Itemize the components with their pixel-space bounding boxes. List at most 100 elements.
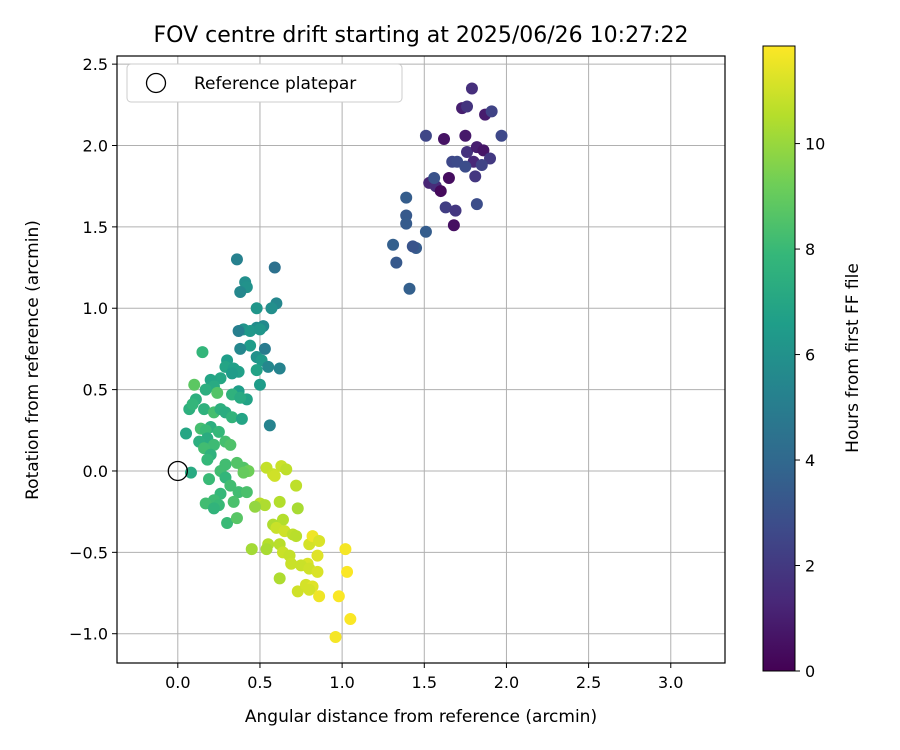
colorbar-tick-label: 2 <box>805 557 815 576</box>
data-point <box>203 473 216 486</box>
y-tick-label: 2.0 <box>83 137 108 156</box>
data-point <box>387 238 400 251</box>
data-point <box>273 362 286 375</box>
x-tick-label: 3.0 <box>658 673 683 692</box>
data-point <box>339 543 352 556</box>
colorbar-tick-label: 4 <box>805 451 815 470</box>
data-point <box>224 438 237 451</box>
data-point <box>344 613 357 626</box>
legend-box <box>126 63 403 103</box>
data-point <box>461 146 474 159</box>
data-point <box>268 261 281 274</box>
data-point <box>459 160 472 173</box>
colorbar-tick-label: 6 <box>805 346 815 365</box>
data-points <box>180 82 508 643</box>
data-point <box>232 486 245 499</box>
data-point <box>180 427 193 440</box>
data-point <box>234 391 247 404</box>
data-point <box>438 132 451 145</box>
data-point <box>186 398 199 411</box>
data-point <box>198 403 211 416</box>
data-point <box>230 512 243 525</box>
data-point <box>447 219 460 232</box>
data-point <box>221 517 234 530</box>
data-point <box>240 486 253 499</box>
data-point <box>273 572 286 585</box>
data-point <box>400 217 413 230</box>
data-point <box>406 240 419 253</box>
y-tick-label: 1.5 <box>83 218 108 237</box>
colorbar-ticks: 0 2 4 6 8 10 <box>795 135 825 681</box>
data-point <box>253 378 266 391</box>
data-point <box>232 325 245 338</box>
data-point <box>234 342 247 355</box>
data-point <box>230 253 243 266</box>
reference-marker-layer <box>167 460 188 482</box>
data-point <box>290 530 303 543</box>
legend: Reference platepar <box>126 63 403 103</box>
data-point <box>285 557 298 570</box>
data-point <box>258 499 271 512</box>
x-tick-label: 2.0 <box>494 673 519 692</box>
y-tick-label: −1.0 <box>69 625 108 644</box>
data-point <box>419 129 432 142</box>
data-point <box>485 105 498 118</box>
data-point <box>400 191 413 204</box>
data-point <box>280 463 293 476</box>
data-point <box>253 323 266 336</box>
legend-entry-reference: Reference platepar <box>194 74 356 94</box>
data-point <box>484 152 497 165</box>
axis-ticks: 0.0 0.5 1.0 1.5 2.0 2.5 3.0 −1.0 −0.5 0.0 0.5 1.0 1.… <box>69 55 683 692</box>
data-point <box>250 302 263 315</box>
data-point <box>313 590 326 603</box>
data-point <box>265 302 278 315</box>
data-point <box>459 129 472 142</box>
data-point <box>226 411 239 424</box>
data-point <box>403 282 416 295</box>
y-tick-label: −0.5 <box>69 543 108 562</box>
y-tick-label: 1.0 <box>83 299 108 318</box>
legend-reference-icon <box>145 72 167 94</box>
data-point <box>214 372 227 385</box>
data-point <box>313 534 326 547</box>
data-point <box>477 144 490 157</box>
data-point <box>475 159 488 172</box>
data-point <box>495 129 508 142</box>
y-axis-label: Rotation from reference (arcmin) <box>23 220 43 500</box>
data-point <box>273 495 286 508</box>
y-tick-label: 2.5 <box>83 55 108 74</box>
data-point <box>290 479 303 492</box>
data-point <box>291 585 304 598</box>
data-point <box>332 590 345 603</box>
y-tick-label: 0.5 <box>83 381 108 400</box>
data-point <box>268 469 281 482</box>
x-tick-label: 2.5 <box>576 673 601 692</box>
data-point <box>212 425 225 438</box>
data-point <box>226 367 239 380</box>
x-tick-label: 1.0 <box>329 673 354 692</box>
data-point <box>237 466 250 479</box>
data-point <box>329 630 342 643</box>
data-point <box>276 513 289 526</box>
data-point <box>311 565 324 578</box>
data-point <box>201 453 214 466</box>
colorbar <box>762 45 796 672</box>
data-point <box>461 100 474 113</box>
x-tick-label: 1.5 <box>412 673 437 692</box>
data-point <box>227 495 240 508</box>
data-point <box>224 479 237 492</box>
x-axis-label: Angular distance from reference (arcmin) <box>245 707 597 727</box>
data-point <box>303 583 316 596</box>
data-point <box>442 172 455 185</box>
data-point <box>469 170 482 183</box>
x-tick-label: 0.5 <box>247 673 272 692</box>
data-point <box>245 543 258 556</box>
data-point <box>439 201 452 214</box>
data-point <box>196 346 209 359</box>
plot-frame <box>116 55 726 664</box>
data-point <box>419 225 432 238</box>
data-point <box>188 378 201 391</box>
data-point <box>250 364 263 377</box>
data-point <box>249 500 262 513</box>
